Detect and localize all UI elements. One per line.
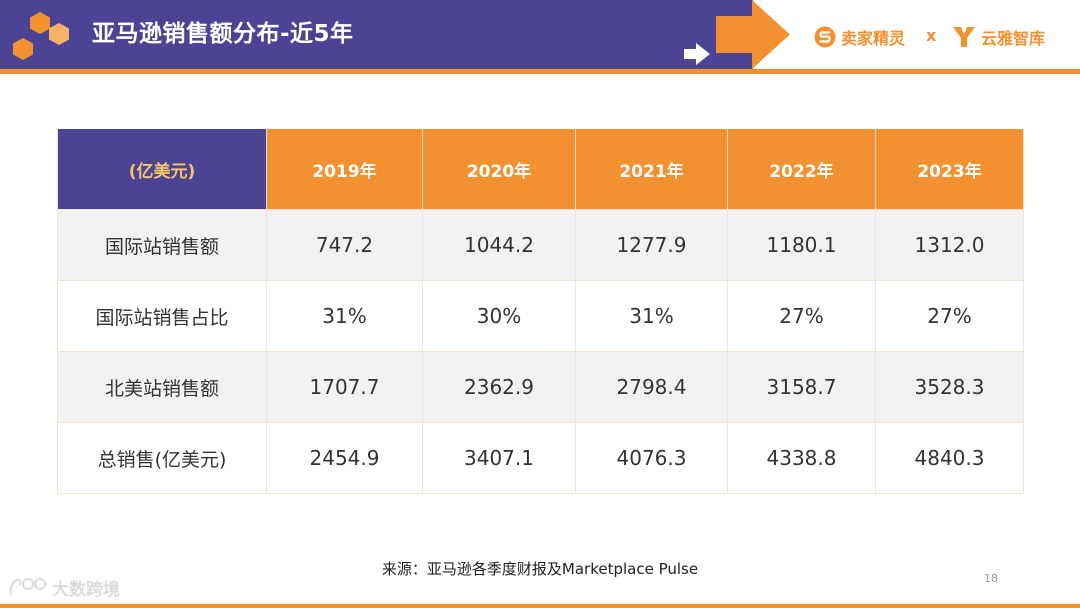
table-cell: 31% xyxy=(575,280,728,352)
column-header: 2022年 xyxy=(727,129,876,210)
table-cell: 1707.7 xyxy=(266,351,423,423)
sales-table: (亿美元) 2019年 2020年 2021年 2022年 2023年 国际站销… xyxy=(57,129,1024,494)
column-header: 2021年 xyxy=(575,129,728,210)
row-label: 北美站销售额 xyxy=(57,351,267,423)
column-header: 2019年 xyxy=(266,129,423,210)
table-cell: 1180.1 xyxy=(727,209,876,281)
table-cell: 4840.3 xyxy=(875,422,1024,494)
column-header: 2020年 xyxy=(422,129,576,210)
brand-label-yunya: 云雅智库 xyxy=(981,29,1046,48)
arrow-icon xyxy=(684,0,790,69)
table-cell: 27% xyxy=(727,280,876,352)
s-logo-icon xyxy=(814,26,836,48)
table-row: 北美站销售额 1707.7 2362.9 2798.4 3158.7 3528.… xyxy=(57,351,1024,423)
brand-seller-sprite: 卖家精灵 xyxy=(814,22,905,52)
table-header-row: (亿美元) 2019年 2020年 2021年 2022年 2023年 xyxy=(57,129,1024,210)
table-corner-unit: (亿美元) xyxy=(57,129,267,210)
row-label: 总销售(亿美元) xyxy=(57,422,267,494)
page-title: 亚马逊销售额分布-近5年 xyxy=(92,21,354,47)
table-row: 国际站销售额 747.2 1044.2 1277.9 1180.1 1312.0 xyxy=(57,209,1024,281)
table-cell: 4338.8 xyxy=(727,422,876,494)
watermark-logo-icon xyxy=(9,578,46,597)
hexagon-logo-icon xyxy=(13,12,69,60)
table-cell: 3158.7 xyxy=(727,351,876,423)
header-accent-bar xyxy=(0,69,1080,74)
table-cell: 2362.9 xyxy=(422,351,576,423)
table-cell: 31% xyxy=(266,280,423,352)
table-row: 国际站销售占比 31% 30% 31% 27% 27% xyxy=(57,280,1024,352)
y-logo-icon xyxy=(953,27,975,47)
table-cell: 747.2 xyxy=(266,209,423,281)
header-band xyxy=(0,0,753,69)
watermark-text: 大数跨境 xyxy=(52,579,120,600)
row-label: 国际站销售额 xyxy=(57,209,267,281)
table-cell: 30% xyxy=(422,280,576,352)
table-row: 总销售(亿美元) 2454.9 3407.1 4076.3 4338.8 484… xyxy=(57,422,1024,494)
brand-separator: x xyxy=(926,26,937,45)
table-cell: 1277.9 xyxy=(575,209,728,281)
table-cell: 1044.2 xyxy=(422,209,576,281)
table-cell: 27% xyxy=(875,280,1024,352)
bottom-accent-bar xyxy=(0,604,1080,608)
table-cell: 4076.3 xyxy=(575,422,728,494)
table-cell: 3528.3 xyxy=(875,351,1024,423)
brand-label-seller-sprite: 卖家精灵 xyxy=(841,29,906,48)
column-header: 2023年 xyxy=(875,129,1024,210)
table-cell: 2454.9 xyxy=(266,422,423,494)
table-cell: 1312.0 xyxy=(875,209,1024,281)
table-cell: 2798.4 xyxy=(575,351,728,423)
watermark: 大数跨境 xyxy=(8,574,120,600)
brand-yunya: 云雅智库 xyxy=(952,22,1045,52)
source-note: 来源：亚马逊各季度财报及Marketplace Pulse xyxy=(381,560,699,578)
table-cell: 3407.1 xyxy=(422,422,576,494)
row-label: 国际站销售占比 xyxy=(57,280,267,352)
page-number: 18 xyxy=(984,572,998,585)
